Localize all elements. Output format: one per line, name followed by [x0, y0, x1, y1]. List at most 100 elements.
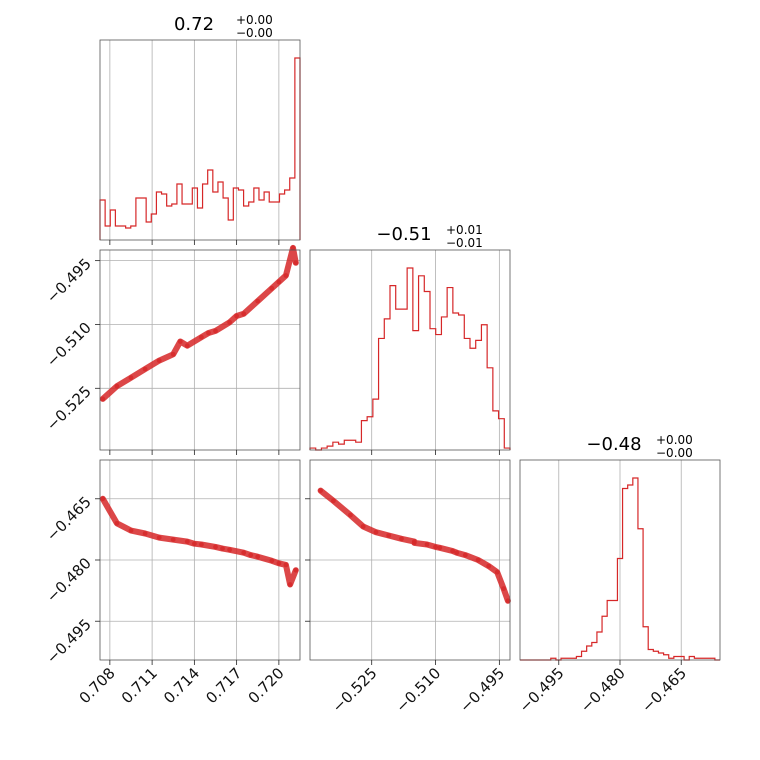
scatter-point: [450, 548, 455, 554]
scatter-point: [462, 552, 468, 558]
scatter-grid-1-2: [310, 460, 510, 660]
x-tick-label: 0.717: [202, 664, 245, 707]
scatter-point: [170, 537, 176, 542]
scatter-point: [293, 260, 299, 266]
param-title-1: −0.51: [376, 224, 431, 245]
scatter-point: [184, 343, 190, 349]
scatter-point: [248, 552, 254, 558]
scatter-point: [276, 279, 282, 285]
scatter-point: [227, 547, 232, 553]
scatter-point: [290, 245, 296, 251]
param-title-minus-2: −0.00: [656, 446, 693, 460]
y-tick-label: −0.465: [43, 493, 95, 545]
scatter-point: [255, 554, 261, 560]
param-title-minus-0: −0.00: [236, 26, 273, 40]
scatter-ribbon-1-2: [317, 487, 511, 604]
histogram-grid-0: [109, 40, 280, 240]
x-tick-label: 0.714: [160, 664, 203, 707]
scatter-point: [318, 488, 323, 493]
scatter-point: [241, 550, 247, 556]
scatter-point: [128, 375, 134, 381]
param-title-2: −0.48: [586, 434, 641, 455]
param-title-minus-1: −0.01: [446, 236, 483, 250]
scatter-point: [454, 550, 460, 556]
scatter-point: [386, 533, 392, 538]
scatter-point: [501, 586, 506, 591]
histogram-grid-2: [558, 460, 682, 660]
scatter-point: [269, 558, 275, 564]
scatter-point: [128, 528, 134, 533]
y-tick-label: −0.495: [43, 255, 95, 307]
scatter-point: [433, 544, 438, 550]
param-title-plus-2: +0.00: [656, 433, 693, 447]
x-tick-label: −0.495: [516, 664, 568, 716]
scatter-panel-1-2: −0.525 −0.510 −0.495: [305, 459, 511, 716]
scatter-point: [255, 298, 261, 304]
scatter-frame-0-1: [99, 249, 301, 451]
scatter-point: [227, 319, 232, 325]
histogram-2: [520, 477, 720, 661]
scatter-point: [360, 524, 366, 529]
scatter-point: [399, 536, 404, 542]
scatter-point: [475, 557, 481, 563]
scatter-point: [213, 328, 218, 334]
x-tick-label: −0.480: [577, 664, 629, 716]
scatter-point: [269, 285, 275, 291]
scatter-panel-0-2: 0.708 0.711 0.714 0.717 0.720 −0.495 −0.480 −0.…: [43, 459, 301, 707]
scatter-point: [142, 531, 148, 536]
histogram-0: [99, 57, 301, 240]
scatter-point: [283, 273, 289, 278]
scatter-point: [234, 313, 240, 319]
histogram-1: [309, 267, 511, 451]
y-tick-label: −0.495: [43, 615, 95, 667]
x-tick-label: 0.720: [245, 664, 288, 707]
x-tick-label: −0.525: [329, 664, 381, 716]
scatter-point: [220, 546, 225, 551]
scatter-point: [156, 535, 162, 540]
histogram-frame-0: [99, 39, 301, 241]
scatter-point: [199, 542, 204, 547]
x-tick-label: −0.465: [638, 664, 690, 716]
y-tick-label: −0.525: [43, 382, 95, 434]
x-tick-label: 0.711: [118, 664, 161, 707]
param-title-plus-0: +0.00: [236, 13, 273, 27]
y-tick-label: −0.510: [43, 319, 95, 371]
scatter-point: [213, 544, 218, 550]
scatter-panel-0-1: −0.525 −0.510 −0.495: [43, 244, 301, 455]
scatter-point: [276, 560, 282, 566]
scatter-point: [505, 598, 511, 604]
scatter-point: [283, 562, 289, 568]
scatter-point: [348, 512, 353, 518]
histogram-panel-2: −0.48 +0.00−0.00 −0.495 −0.480 −0.465: [516, 433, 721, 716]
scatter-point: [192, 541, 197, 547]
histogram-frame-1: [309, 249, 511, 451]
param-title-plus-1: +0.01: [446, 223, 483, 237]
scatter-point: [184, 539, 190, 544]
scatter-point: [114, 520, 120, 526]
scatter-point: [331, 498, 336, 504]
scatter-point: [293, 567, 299, 573]
y-tick-label: −0.480: [43, 554, 95, 606]
param-title-0: 0.72: [174, 14, 214, 35]
histogram-panel-1: −0.51 +0.01−0.01: [309, 223, 511, 455]
x-tick-label: 0.708: [76, 664, 119, 707]
scatter-point: [199, 334, 204, 340]
scatter-point: [100, 496, 106, 502]
scatter-point: [437, 545, 443, 551]
scatter-point: [287, 582, 293, 587]
scatter-point: [142, 366, 148, 372]
x-tick-label: −0.495: [456, 664, 508, 716]
scatter-point: [100, 396, 106, 402]
scatter-point: [156, 358, 162, 363]
scatter-point: [206, 330, 211, 336]
scatter-point: [177, 339, 183, 344]
scatter-point: [411, 540, 417, 546]
scatter-point: [494, 569, 500, 575]
scatter-point: [170, 351, 176, 357]
scatter-point: [241, 311, 247, 317]
scatter-point: [114, 383, 120, 389]
histogram-panel-0: 0.72 +0.00−0.00: [99, 13, 301, 245]
scatter-grid-0-1: [100, 250, 300, 450]
scatter-ribbon-0-2: [99, 495, 299, 588]
